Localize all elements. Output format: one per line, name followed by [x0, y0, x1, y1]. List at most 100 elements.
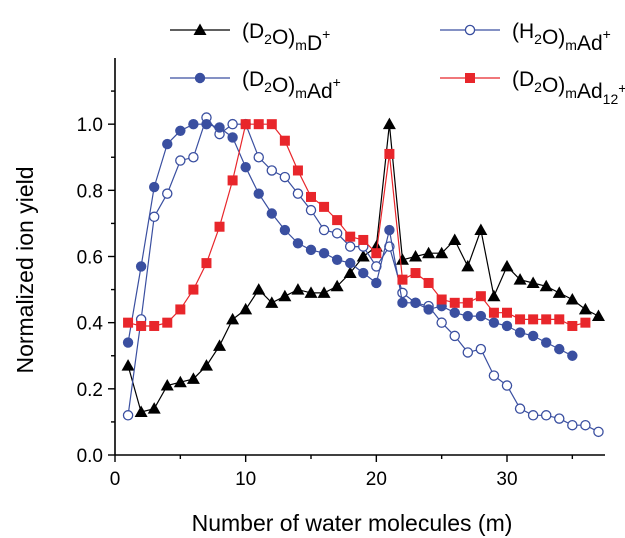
series-4-point [554, 314, 565, 325]
series-3-point [488, 317, 500, 328]
series-3-point [554, 343, 565, 355]
series-4-point [449, 297, 460, 308]
series-3-point [279, 224, 291, 236]
series-2-point [148, 211, 160, 223]
series-4-point [436, 294, 447, 305]
series-3-point [240, 161, 251, 173]
series-2-point [318, 224, 330, 236]
series-3-point [188, 118, 199, 130]
x-tick-label: 0 [110, 469, 121, 490]
series-1-point [186, 372, 200, 384]
series-3-point [567, 350, 578, 361]
legend-marker [194, 72, 206, 84]
series-4-point [319, 201, 330, 212]
series-3-point [122, 337, 134, 348]
series-1-point [265, 296, 279, 308]
series-2-point [475, 343, 487, 355]
series-3-point [371, 277, 382, 289]
series-3-point [384, 224, 395, 236]
series-1-point [213, 339, 227, 351]
series-1-point [487, 289, 501, 302]
series-4-point [292, 165, 303, 176]
series-1-point [356, 250, 370, 262]
series-1 [121, 117, 605, 417]
series-3-point [397, 297, 408, 309]
series-1-point [422, 246, 436, 259]
series-3-point [253, 188, 264, 199]
series-1-point [552, 286, 566, 298]
series-2-point [162, 188, 173, 199]
series-3-point [501, 320, 513, 332]
series-4-point [201, 258, 212, 269]
series-4-point [332, 215, 343, 226]
x-tick-label: 10 [235, 469, 256, 490]
legend-label: (D2O)mAd12+ [512, 68, 625, 107]
series-4-point [462, 297, 473, 308]
series-1-point [435, 246, 449, 259]
series-4 [123, 119, 591, 331]
x-tick-label: 20 [366, 469, 387, 490]
series-4-point [541, 314, 552, 325]
series-2 [122, 112, 604, 438]
y-axis-title: Normalized ion yield [12, 166, 38, 373]
series-3-point [318, 247, 330, 259]
series-3-point [410, 297, 421, 309]
series-3-point [423, 304, 434, 315]
series-1-point [291, 283, 305, 295]
series-1-point [409, 250, 423, 262]
x-axis-title: Number of water molecules (m) [192, 510, 513, 536]
series-3-point [201, 118, 212, 130]
series-1-point [500, 259, 514, 272]
legend-label: (D2O)mD+ [242, 20, 330, 55]
series-2-point [305, 204, 317, 216]
series-1-point [539, 279, 553, 292]
series-4-point [136, 320, 147, 331]
series-4-point [502, 307, 512, 318]
series-3-point [475, 310, 487, 322]
series-4-point [384, 148, 395, 159]
series-3-point [514, 327, 526, 338]
series-4-point [214, 221, 225, 232]
series-2-point [175, 155, 186, 166]
series-3-point [292, 238, 304, 249]
legend-entry: (H2O)mAd+ [440, 20, 611, 55]
legend-label: (D2O)mAd+ [242, 68, 341, 103]
x-tick-label: 30 [496, 469, 517, 490]
series-4-point [266, 119, 277, 130]
series-3-point [541, 337, 552, 348]
series-1-point [278, 289, 292, 302]
series-3-point [331, 254, 343, 266]
series-3-point [266, 208, 277, 219]
series-1-point [448, 233, 462, 245]
series-1-point [513, 273, 527, 285]
y-tick-label: 0.0 [77, 446, 103, 467]
series-2-point [122, 410, 134, 421]
series-1-point [474, 223, 488, 236]
series-2-point [436, 317, 447, 328]
series-4-point [528, 314, 539, 325]
series-1-point [382, 117, 396, 130]
series-1-point [461, 259, 475, 272]
series-4-point [567, 320, 578, 331]
series-2-point [227, 118, 238, 130]
y-tick-label: 1.0 [77, 115, 103, 136]
legend-entry: (D2O)mAd12+ [440, 68, 625, 107]
series-2-point [567, 419, 578, 431]
legend-entry: (D2O)mD+ [170, 20, 330, 55]
series-2-point [449, 330, 460, 342]
series-3-point [462, 310, 473, 322]
series-1-point [134, 405, 148, 417]
series-3-point [449, 307, 460, 318]
series-2-point [253, 151, 264, 163]
series-3-point [162, 138, 173, 150]
series-2-point [501, 380, 513, 391]
legend-label: (H2O)mAd+ [512, 20, 611, 55]
series-1-point [239, 302, 253, 315]
series-2-point [527, 410, 539, 421]
series-3-point [149, 181, 160, 193]
series-3-point [358, 267, 369, 279]
series-4-point [279, 135, 290, 146]
series-1-point [226, 312, 240, 325]
series-4-point [253, 119, 264, 130]
